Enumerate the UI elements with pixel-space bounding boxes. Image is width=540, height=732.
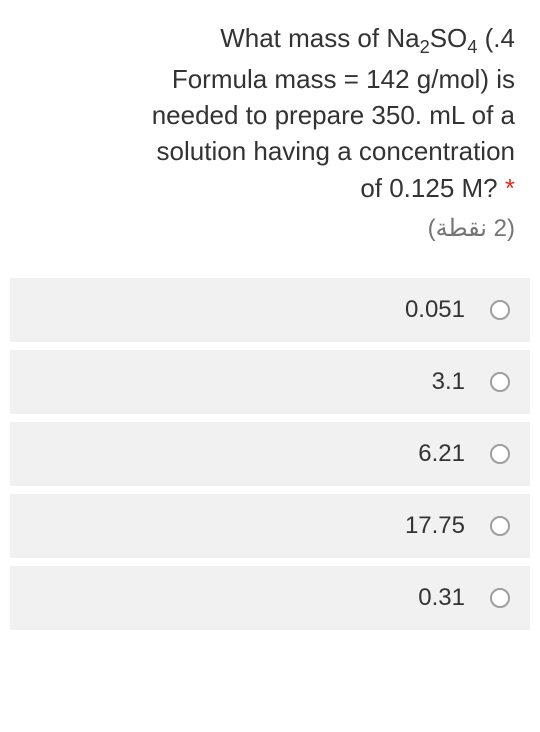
option-row-2[interactable]: 3.1 bbox=[10, 350, 530, 414]
option-row-5[interactable]: 0.31 bbox=[10, 566, 530, 630]
option-label: 0.31 bbox=[30, 584, 490, 612]
question-line4: solution having a concentration bbox=[157, 136, 515, 166]
question-line3: needed to prepare 350. mL of a bbox=[152, 100, 515, 130]
required-asterisk: * bbox=[505, 173, 515, 203]
radio-icon bbox=[490, 516, 510, 536]
subscript-2: 4 bbox=[467, 37, 477, 57]
question-line1: What mass of Na bbox=[220, 23, 419, 53]
question-line1c: (.4 bbox=[477, 23, 515, 53]
radio-icon bbox=[490, 588, 510, 608]
option-label: 0.051 bbox=[30, 296, 490, 324]
option-label: 17.75 bbox=[30, 512, 490, 540]
question-line5: ?of 0.125 M bbox=[360, 173, 497, 203]
question-line1b: SO bbox=[430, 23, 468, 53]
subscript-1: 2 bbox=[420, 37, 430, 57]
radio-icon bbox=[490, 372, 510, 392]
option-row-3[interactable]: 6.21 bbox=[10, 422, 530, 486]
option-row-1[interactable]: 0.051 bbox=[10, 278, 530, 342]
option-row-4[interactable]: 17.75 bbox=[10, 494, 530, 558]
points-label: (2 نقطة) bbox=[25, 214, 515, 243]
question-container: What mass of Na2SO4 (.4 Formula mass = 1… bbox=[10, 20, 530, 263]
option-label: 6.21 bbox=[30, 440, 490, 468]
question-line2: Formula mass = 142 g/mol) is bbox=[172, 64, 515, 94]
radio-icon bbox=[490, 300, 510, 320]
options-container: 0.051 3.1 6.21 17.75 0.31 bbox=[10, 278, 530, 630]
question-text: What mass of Na2SO4 (.4 Formula mass = 1… bbox=[25, 20, 515, 206]
option-label: 3.1 bbox=[30, 368, 490, 396]
radio-icon bbox=[490, 444, 510, 464]
